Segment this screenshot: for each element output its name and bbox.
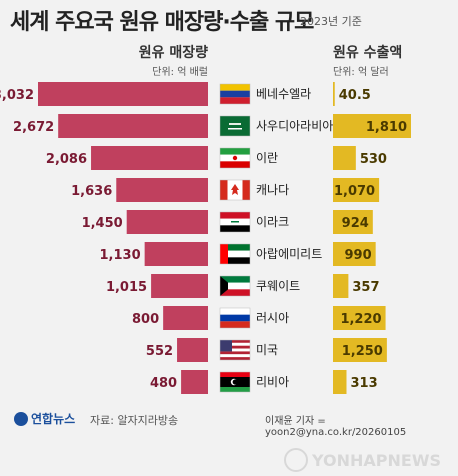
exports-value-label: 1,220 (340, 312, 381, 327)
exports-value-label: 990 (345, 248, 372, 263)
russia-flag-icon (219, 307, 251, 329)
country-label: 베네수엘라 (256, 87, 311, 101)
yonhap-logo-icon (14, 411, 28, 426)
exports-bar (333, 146, 356, 170)
reserves-value-label: 1,450 (82, 216, 123, 231)
yonhap-logo: 연합뉴스 (14, 410, 75, 427)
exports-value-label: 313 (350, 376, 377, 391)
exports-heading: 원유 수출액 (333, 45, 403, 61)
country-label: 미국 (256, 343, 278, 357)
country-label: 아랍에미리트 (256, 247, 322, 261)
exports-bar (333, 274, 349, 298)
exports-value-label: 1,070 (334, 184, 375, 199)
exports-value-label: 530 (360, 152, 387, 167)
exports-value-label: 924 (342, 216, 369, 231)
reserves-value-label: 1,130 (100, 248, 141, 263)
kuwait-flag-icon (219, 275, 251, 297)
reserves-heading: 원유 매장량 (138, 45, 208, 61)
exports-value-label: 1,250 (342, 344, 383, 359)
country-label: 리비아 (256, 375, 289, 389)
year-note: 2023년 기준 (300, 15, 362, 28)
source-text: 자료: 알자지라방송 (90, 414, 179, 427)
reserves-bar (151, 274, 208, 298)
canada-flag-icon (219, 179, 251, 201)
exports-bar (333, 242, 376, 266)
exports-bar (333, 114, 411, 138)
reserves-value-label: 552 (146, 344, 173, 359)
watermark-icon (284, 448, 308, 472)
usa-flag-icon (219, 339, 251, 361)
reserves-bar (163, 306, 208, 330)
reserves-bar (91, 146, 208, 170)
uae-flag-icon (219, 243, 251, 265)
country-label: 러시아 (256, 311, 289, 325)
country-label: 이란 (256, 151, 278, 165)
reserves-bar (144, 242, 208, 266)
logo-text: 연합뉴스 (31, 412, 76, 426)
exports-bar (333, 178, 380, 202)
reserves-bar (116, 178, 208, 202)
exports-value-label: 1,810 (366, 120, 407, 135)
exports-bar (333, 82, 335, 106)
venezuela-flag-icon (219, 83, 251, 105)
reserves-bar (126, 210, 208, 234)
exports-value-label: 40.5 (339, 88, 371, 103)
reserves-value-label: 1,636 (71, 184, 112, 199)
country-label: 캐나다 (256, 183, 289, 197)
exports-bar (333, 370, 347, 394)
exports-bar (333, 210, 373, 234)
iran-flag-icon (219, 147, 251, 169)
credit-text: 이재윤 기자 = yoon2@yna.co.kr/20260105 (265, 416, 407, 438)
reserves-value-label: 1,015 (106, 280, 147, 295)
chart-title: 세계 주요국 원유 매장량·수출 규모 (10, 10, 314, 35)
country-label: 사우디아라비아 (256, 119, 333, 133)
reserves-value-label: 2,672 (13, 120, 54, 135)
exports-value-label: 357 (352, 280, 379, 295)
reserves-value-label: 480 (150, 376, 177, 391)
reserves-bar (177, 338, 208, 362)
reserves-unit: 단위: 억 배럴 (152, 67, 208, 78)
libya-flag-icon (219, 371, 251, 393)
reserves-value-label: 2,086 (46, 152, 87, 167)
country-label: 쿠웨이트 (256, 279, 300, 293)
country-label: 이라크 (256, 215, 289, 229)
exports-bar (333, 338, 387, 362)
reserves-bar (58, 114, 209, 138)
reserves-value-label: 800 (132, 312, 159, 327)
exports-unit: 단위: 억 달러 (333, 67, 389, 78)
reserves-bar (38, 82, 208, 106)
saudi-arabia-flag-icon (219, 115, 251, 137)
watermark-text: YONHAPNEWS (312, 450, 441, 470)
exports-bar (333, 306, 386, 330)
reserves-bar (181, 370, 208, 394)
iraq-flag-icon (219, 211, 251, 233)
watermark: YONHAPNEWS (284, 448, 441, 472)
reserves-value-label: 3,032 (0, 88, 34, 103)
